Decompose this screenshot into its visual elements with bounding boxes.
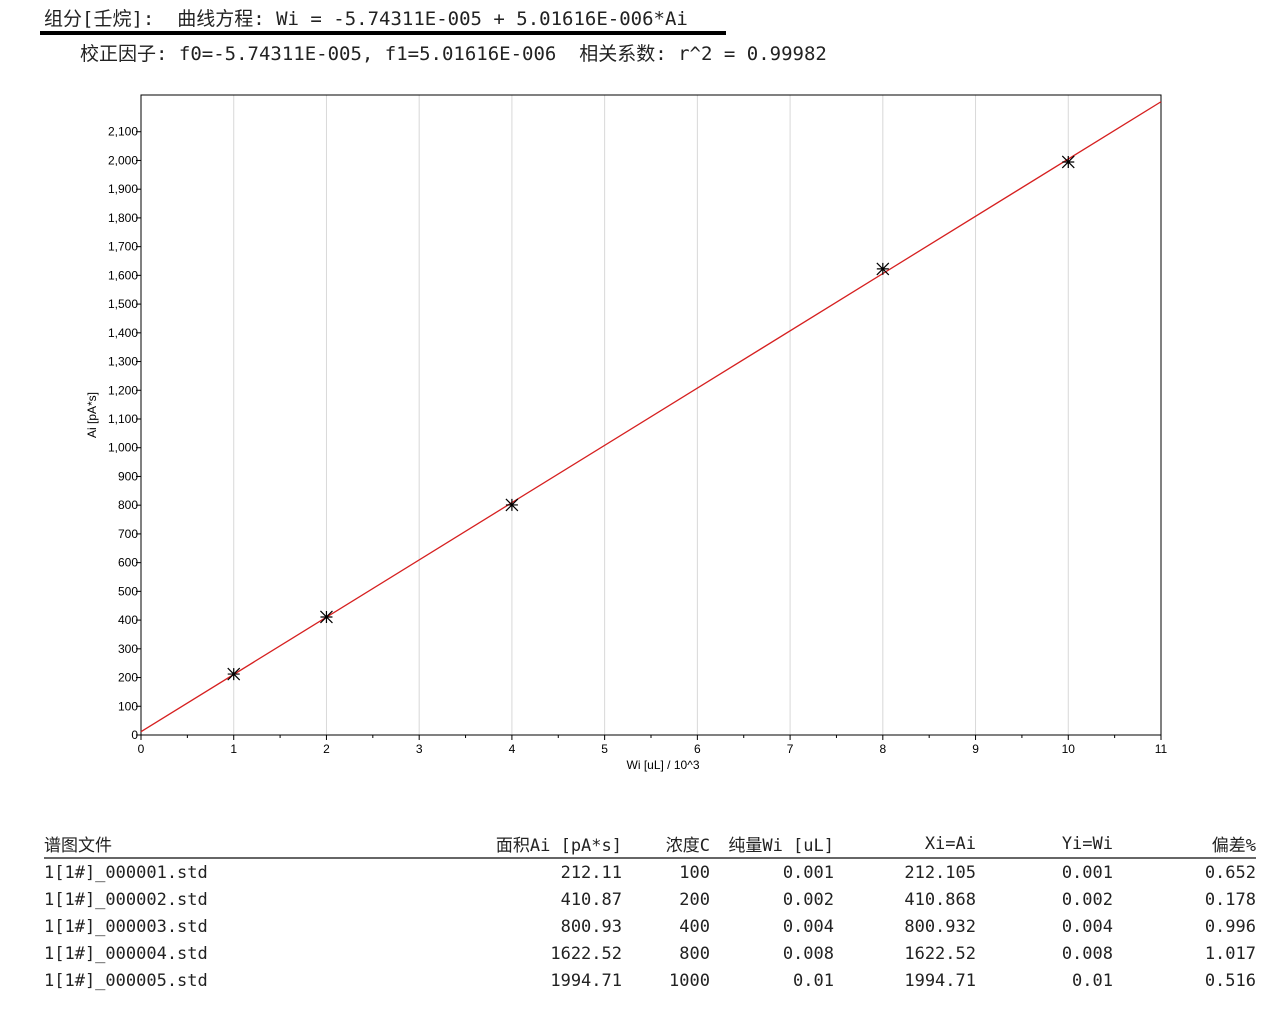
table-row: 1[1#]_000004.std 1622.52 800 0.008 1622.52 0.… xyxy=(44,940,1256,967)
table-cell: 0.178 xyxy=(1204,889,1256,910)
x-tick-label: 9 xyxy=(972,742,979,756)
x-tick-label: 5 xyxy=(601,742,608,756)
table-header: 谱图文件 面积Ai [pA*s] 浓度C 纯量Wi [uL] Xi=Ai Yi=Wi 偏差% xyxy=(44,830,1256,859)
y-tick-label: 300 xyxy=(118,642,138,656)
column-header: 纯量Wi [uL] xyxy=(728,836,834,856)
table-row: 1[1#]_000002.std 410.87 200 0.002 410.868 0.0… xyxy=(44,886,1256,913)
column-header: 面积Ai [pA*s] xyxy=(495,836,622,856)
x-tick-label: 2 xyxy=(323,742,330,756)
data-point-marker xyxy=(227,667,241,681)
table-cell: 1.017 xyxy=(1204,943,1256,964)
table-cell: 1994.71 xyxy=(904,970,976,991)
column-header: 谱图文件 xyxy=(44,836,112,856)
table-cell: 800.93 xyxy=(560,916,622,937)
table-cell: 0.002 xyxy=(1061,889,1113,910)
y-tick-label: 1,300 xyxy=(108,355,138,369)
table-cell: 0.004 xyxy=(782,916,834,937)
y-tick-label: 700 xyxy=(118,527,138,541)
y-tick-label: 900 xyxy=(118,469,138,483)
table-cell: 0.008 xyxy=(1061,943,1113,964)
table-row: 1[1#]_000005.std 1994.71 1000 0.01 1994.71 0.… xyxy=(44,967,1256,994)
y-tick-label: 200 xyxy=(118,671,138,685)
table-cell: 800 xyxy=(679,943,710,964)
fit-line xyxy=(140,101,1162,733)
y-tick-label: 400 xyxy=(118,613,138,627)
table-row: 1[1#]_000003.std 800.93 400 0.004 800.932 0.0… xyxy=(44,913,1256,940)
x-tick-label: 8 xyxy=(879,742,886,756)
x-tick-label: 11 xyxy=(1155,742,1168,756)
y-tick-label: 1,600 xyxy=(108,268,138,282)
table-cell: 0.01 xyxy=(1072,970,1113,991)
y-tick-label: 1,900 xyxy=(108,182,138,196)
table-cell: 0.01 xyxy=(793,970,834,991)
x-tick-label: 3 xyxy=(416,742,423,756)
table-cell: 0.002 xyxy=(782,889,834,910)
x-tick-label: 0 xyxy=(138,742,145,756)
data-point-marker xyxy=(876,262,890,276)
table-cell: 0.516 xyxy=(1204,970,1256,991)
y-tick-label: 1,500 xyxy=(108,297,138,311)
table-cell: 1[1#]_000002.std xyxy=(44,889,208,910)
table-cell: 1622.52 xyxy=(904,943,976,964)
table-cell: 1000 xyxy=(669,970,710,991)
column-header: Yi=Wi xyxy=(1061,833,1113,854)
x-tick-label: 6 xyxy=(694,742,701,756)
y-tick-label: 0 xyxy=(131,728,138,742)
table-cell: 0.008 xyxy=(782,943,834,964)
table-cell: 410.87 xyxy=(560,889,622,910)
calibration-chart: 0 1 2 3 4 5 6 7 8 9 10 11 0 100 200 300 400 500 600 700 800 9… xyxy=(85,94,1168,772)
table-cell: 200 xyxy=(679,889,710,910)
y-tick-label: 2,000 xyxy=(108,153,138,167)
table-cell: 0.004 xyxy=(1061,916,1113,937)
x-tick-label: 1 xyxy=(230,742,237,756)
x-tick-label: 7 xyxy=(787,742,794,756)
column-header: 浓度C xyxy=(665,836,710,856)
x-axis-label: Wi [uL] / 10^3 xyxy=(627,758,700,772)
table-cell: 1[1#]_000001.std xyxy=(44,862,208,883)
table-cell: 212.105 xyxy=(904,862,976,883)
table-cell: 400 xyxy=(679,916,710,937)
title-underline xyxy=(40,31,726,35)
plot-frame xyxy=(140,94,1162,736)
calibration-table: 谱图文件 面积Ai [pA*s] 浓度C 纯量Wi [uL] Xi=Ai Yi=Wi 偏差%… xyxy=(44,830,1256,994)
y-tick-label: 2,100 xyxy=(108,125,138,139)
x-tick-label: 4 xyxy=(509,742,516,756)
y-tick-label: 1,100 xyxy=(108,412,138,426)
y-tick-label: 1,000 xyxy=(108,441,138,455)
table-cell: 0.996 xyxy=(1204,916,1256,937)
table-cell: 0.001 xyxy=(1061,862,1113,883)
table-cell: 1[1#]_000005.std xyxy=(44,970,208,991)
y-tick-label: 1,800 xyxy=(108,211,138,225)
data-point-marker xyxy=(505,498,519,512)
table-cell: 1[1#]_000004.std xyxy=(44,943,208,964)
y-tick-label: 100 xyxy=(118,699,138,713)
y-tick-label: 800 xyxy=(118,498,138,512)
calibration-factors: 校正因子: f0=-5.74311E-005, f1=5.01616E-006 … xyxy=(80,43,827,65)
y-tick-label: 500 xyxy=(118,584,138,598)
data-point-marker xyxy=(320,610,333,624)
data-point-marker xyxy=(1061,155,1075,169)
y-tick-label: 1,200 xyxy=(108,383,138,397)
table-cell: 1[1#]_000003.std xyxy=(44,916,208,937)
table-cell: 0.652 xyxy=(1204,862,1256,883)
x-tick-label: 10 xyxy=(1062,742,1076,756)
column-header: 偏差% xyxy=(1211,836,1256,856)
table-cell: 212.11 xyxy=(560,862,622,883)
y-tick-label: 1,400 xyxy=(108,326,138,340)
equation-title: 组分[壬烷]: 曲线方程: Wi = -5.74311E-005 + 5.016… xyxy=(44,8,688,30)
y-tick-label: 600 xyxy=(118,556,138,570)
table-cell: 800.932 xyxy=(904,916,976,937)
table-cell: 1994.71 xyxy=(550,970,622,991)
table-cell: 410.868 xyxy=(904,889,976,910)
table-cell: 100 xyxy=(679,862,710,883)
y-tick-label: 1,700 xyxy=(108,240,138,254)
table-cell: 0.001 xyxy=(782,862,834,883)
y-axis-label: Ai [pA*s] xyxy=(85,392,99,438)
column-header: Xi=Ai xyxy=(924,833,976,854)
table-row: 1[1#]_000001.std 212.11 100 0.001 212.105 0.0… xyxy=(44,859,1256,886)
table-cell: 1622.52 xyxy=(550,943,622,964)
